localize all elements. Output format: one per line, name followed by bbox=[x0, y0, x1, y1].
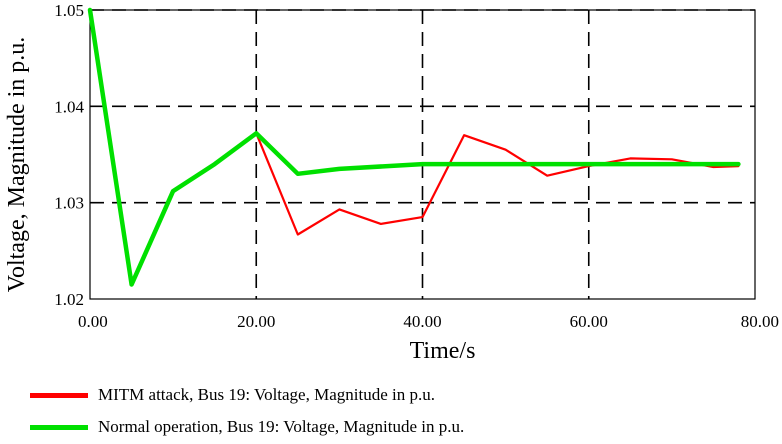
x-tick-label: 40.00 bbox=[403, 312, 441, 331]
chart: 1.02 1.03 1.04 1.05 0.00 20.00 40.00 60.00 80.00… bbox=[4, 1, 779, 364]
plot-frame bbox=[89, 9, 756, 300]
tick-labels: 1.02 1.03 1.04 1.05 0.00 20.00 40.00 60.00 80.00 bbox=[54, 1, 779, 331]
x-tick-label: 80.00 bbox=[741, 312, 779, 331]
legend-entry-normal: Normal operation, Bus 19: Voltage, Magni… bbox=[30, 412, 464, 442]
legend-label-normal: Normal operation, Bus 19: Voltage, Magni… bbox=[98, 417, 465, 436]
y-axis-label: Voltage, Magnitude in p.u. bbox=[4, 37, 30, 293]
y-tick-label: 1.04 bbox=[54, 97, 84, 116]
y-tick-label: 1.02 bbox=[54, 290, 84, 309]
x-tick-label: 60.00 bbox=[570, 312, 608, 331]
x-tick-label: 20.00 bbox=[237, 312, 275, 331]
legend-swatch-normal bbox=[30, 424, 88, 430]
y-tick-label: 1.05 bbox=[54, 1, 84, 20]
series-layer bbox=[87, 7, 741, 287]
y-tick-label: 1.03 bbox=[54, 194, 84, 213]
legend-entry-mitm: MITM attack, Bus 19: Voltage, Magnitude … bbox=[30, 380, 464, 410]
legend-label-mitm: MITM attack, Bus 19: Voltage, Magnitude … bbox=[98, 385, 435, 404]
series-line-mitm bbox=[88, 8, 740, 286]
series-line-normal bbox=[87, 7, 741, 287]
grid bbox=[90, 9, 755, 299]
legend: MITM attack, Bus 19: Voltage, Magnitude … bbox=[30, 380, 464, 444]
legend-swatch-mitm bbox=[30, 392, 88, 398]
x-tick-label: 0.00 bbox=[78, 312, 108, 331]
x-axis-label: Time/s bbox=[410, 338, 476, 364]
